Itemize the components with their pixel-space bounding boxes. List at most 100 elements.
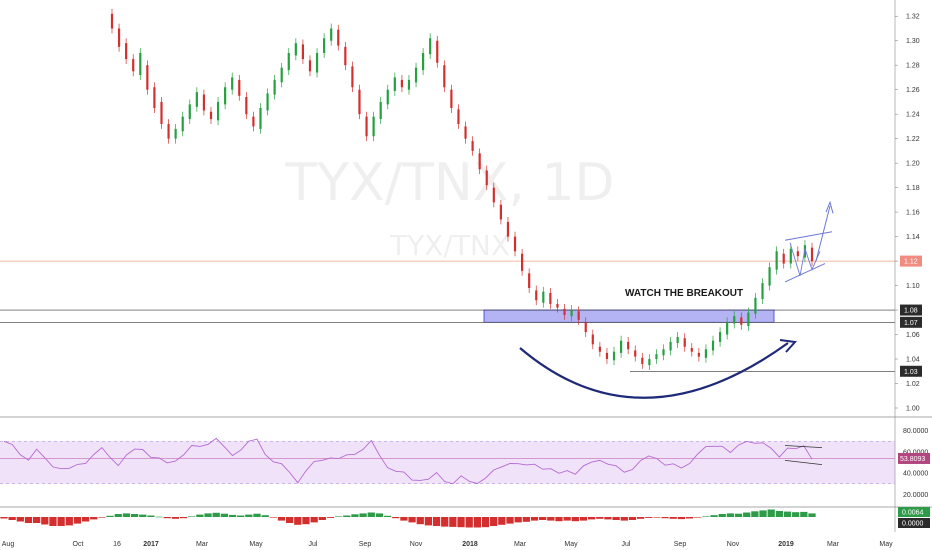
candle-body [471, 141, 474, 151]
macd-bar [677, 517, 686, 520]
x-axis-label: Jul [622, 541, 631, 548]
candle-body [372, 116, 375, 137]
macd-bar [555, 517, 563, 522]
x-axis-label: 16 [113, 541, 121, 548]
macd-bar [579, 517, 588, 521]
rsi-current-label: 53.8093 [900, 456, 925, 463]
main-y-tick-label: 1.20 [906, 161, 920, 168]
candle-body [775, 251, 778, 270]
macd-bar [441, 517, 449, 527]
candle-body [598, 346, 601, 352]
x-axis-label: Sep [359, 541, 372, 548]
candle-body [697, 352, 700, 357]
macd-bar [196, 514, 204, 517]
macd-bar [228, 514, 237, 517]
candle-body [308, 60, 312, 72]
macd-bar [694, 517, 702, 518]
macd-bar [473, 517, 482, 528]
candle-body [181, 116, 184, 132]
price-tag [900, 304, 922, 316]
candle-body [125, 43, 128, 60]
candle-body [457, 109, 460, 124]
rsi-current-tag [898, 452, 930, 464]
main-y-tick-label: 1.32 [906, 14, 920, 21]
candle-body [330, 28, 333, 41]
candle-body [436, 40, 439, 63]
candle-body [612, 351, 616, 361]
macd-bar [669, 517, 677, 519]
candle-body [337, 29, 340, 46]
macd-bar [424, 517, 433, 526]
candle-body [231, 77, 234, 90]
candle-body [782, 253, 785, 264]
candle-body [287, 52, 290, 71]
main-y-tick-label: 1.30 [906, 38, 920, 45]
x-axis-label: May [879, 541, 893, 548]
candle-body [619, 340, 623, 353]
macd-bar [792, 512, 800, 517]
macd-bar [432, 517, 441, 526]
candle-body [117, 28, 121, 47]
macd-bar [220, 513, 228, 517]
candle-body [577, 311, 580, 320]
macd-bar [481, 517, 490, 528]
candle-body [315, 52, 319, 73]
macd-bar [286, 517, 294, 523]
candle-body [146, 65, 149, 90]
macd-bar [163, 517, 171, 519]
wedge-lower-line [784, 263, 826, 283]
macd-bar [57, 517, 65, 526]
macd-bar [490, 517, 498, 526]
candle-body [252, 116, 255, 127]
x-axis-label: Mar [827, 541, 840, 548]
candle-body [761, 283, 764, 300]
macd-bar [343, 515, 351, 517]
x-axis-label: Sep [674, 541, 687, 548]
candle-body [570, 310, 573, 317]
price-tag [900, 365, 922, 377]
candle-body [563, 308, 566, 315]
macd-bar [563, 517, 571, 521]
macd-bar [139, 514, 147, 517]
candle-body [294, 43, 297, 56]
main-y-tick-label: 1.22 [906, 136, 920, 143]
main-y-tick-label: 1.24 [906, 112, 920, 119]
candle-body [634, 350, 637, 357]
macd-bar [237, 515, 245, 517]
x-axis-label: Mar [196, 541, 209, 548]
macd-bar [661, 517, 669, 519]
macd-bar [269, 517, 277, 518]
price-tag-label: 1.03 [904, 369, 918, 376]
macd-bar [775, 511, 783, 517]
macd-bar [310, 517, 318, 523]
candle-body [733, 316, 736, 324]
candle-body [718, 332, 722, 342]
macd-bar [596, 517, 604, 519]
x-axis-label: 2017 [143, 541, 159, 548]
rsi-line [3, 437, 813, 485]
candle-body [110, 13, 114, 29]
macd-bar [547, 517, 555, 521]
macd-bar [522, 517, 530, 522]
main-y-tick-label: 1.18 [906, 185, 920, 192]
main-y-tick-label: 1.02 [906, 381, 920, 388]
x-axis-label: Mar [514, 541, 527, 548]
support-zone [483, 309, 775, 323]
rsi-wedge-upper [784, 445, 823, 448]
candle-body [747, 312, 750, 326]
price-tag-label: 1.08 [904, 308, 918, 315]
macd-bar [710, 515, 718, 517]
macd-bar [65, 517, 73, 526]
candle-body [301, 44, 305, 60]
macd-bar [81, 517, 90, 522]
main-y-tick-label: 1.26 [906, 87, 920, 94]
candle-body [549, 292, 552, 304]
candle-body [429, 38, 432, 55]
candle-body [379, 101, 382, 120]
watermark-sub: TYX/TNX [389, 229, 510, 262]
candle-body [605, 352, 609, 360]
macd-bar [465, 517, 473, 528]
price-tag [900, 255, 922, 267]
